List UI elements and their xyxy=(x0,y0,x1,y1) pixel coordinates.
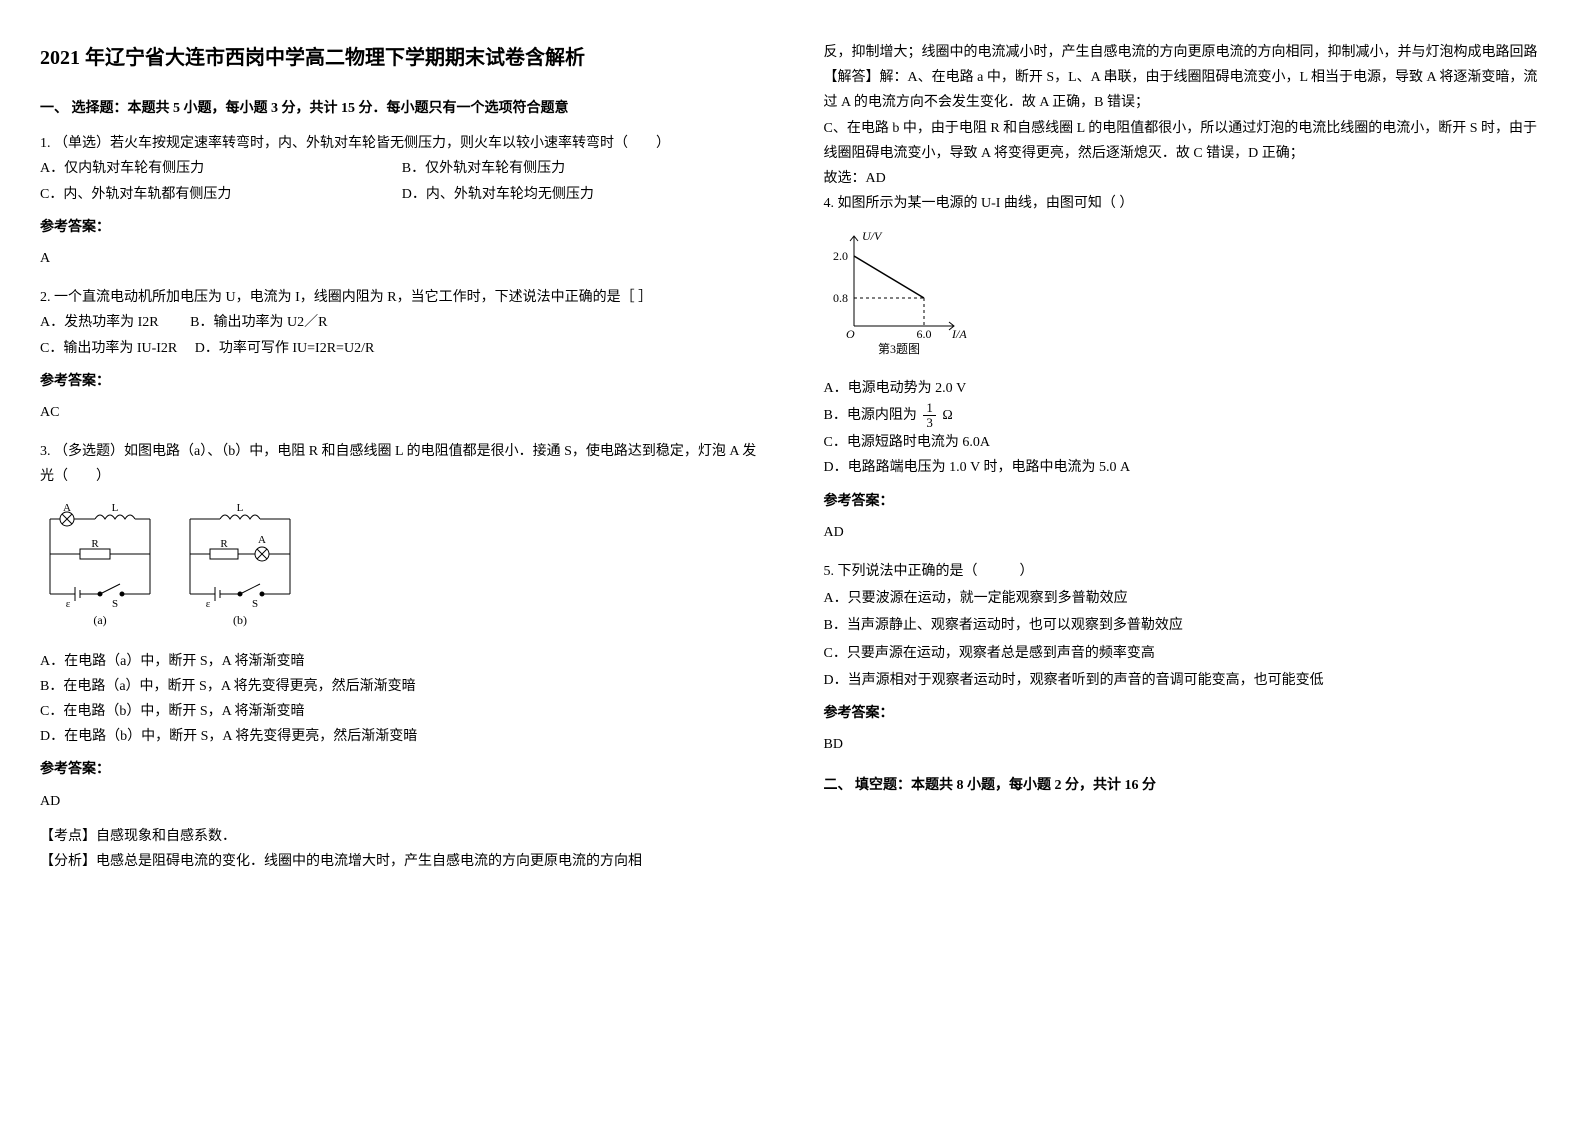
q5-stem: 5. 下列说法中正确的是（ ） xyxy=(824,559,1548,584)
q4-optA: A．电源电动势为 2.0 V xyxy=(824,376,1548,401)
q1-answer: A xyxy=(40,246,764,271)
graph-x6: 6.0 xyxy=(916,327,931,341)
q2-row2: C．输出功率为 IU-I2R D．功率可写作 IU=I2R=U2/R xyxy=(40,336,764,361)
section1-header: 一、 选择题：本题共 5 小题，每小题 3 分，共计 15 分．每小题只有一个选… xyxy=(40,96,764,121)
label-eps-b: ε xyxy=(206,598,211,610)
q1-optC: C．内、外轨对车轨都有侧压力 xyxy=(40,182,402,207)
q1-optD: D．内、外轨对车轮均无侧压力 xyxy=(402,182,764,207)
q2-stem: 2. 一个直流电动机所加电压为 U，电流为 I，线圈内阻为 R，当它工作时，下述… xyxy=(40,285,764,310)
q3-optA: A．在电路（a）中，断开 S，A 将渐渐变暗 xyxy=(40,649,764,674)
q1-answer-label: 参考答案： xyxy=(40,215,764,240)
q4-answer-label: 参考答案： xyxy=(824,489,1548,514)
q3-answer: AD xyxy=(40,789,764,814)
q3-kaodian: 【考点】自感现象和自感系数． xyxy=(40,824,764,849)
label-S-b: S xyxy=(252,598,258,610)
q4-optC: C．电源短路时电流为 6.0A xyxy=(824,430,1548,455)
graph-ylabel: U/V xyxy=(862,229,883,243)
label-A-a: A xyxy=(63,502,71,514)
circuit-diagram: A L R ε S (a) xyxy=(40,499,764,638)
label-eps-a: ε xyxy=(66,598,71,610)
question-2: 2. 一个直流电动机所加电压为 U，电流为 I，线圈内阻为 R，当它工作时，下述… xyxy=(40,285,764,425)
q2-optD: D．功率可写作 IU=I2R=U2/R xyxy=(195,341,375,356)
label-S-a: S xyxy=(112,598,118,610)
q3-optC: C．在电路（b）中，断开 S，A 将渐渐变暗 xyxy=(40,699,764,724)
q4-optD: D．电路路端电压为 1.0 V 时，电路中电流为 5.0 A xyxy=(824,455,1548,480)
page-container: 2021 年辽宁省大连市西岗中学高二物理下学期期末试卷含解析 一、 选择题：本题… xyxy=(40,40,1547,888)
q2-optC: C．输出功率为 IU-I2R xyxy=(40,341,177,356)
q5-answer-label: 参考答案： xyxy=(824,701,1548,726)
ui-graph: U/V I/A 2.0 0.8 6.0 O 第3题图 xyxy=(824,226,1548,365)
q4-stem: 4. 如图所示为某一电源的 U-I 曲线，由图可知（ ） xyxy=(824,191,1548,216)
q2-optA: A．发热功率为 I2R xyxy=(40,315,159,330)
label-b: (b) xyxy=(233,613,247,627)
graph-y08: 0.8 xyxy=(833,291,848,305)
q1-stem: 1. （单选）若火车按规定速率转弯时，内、外轨对车轮皆无侧压力，则火车以较小速率… xyxy=(40,131,764,156)
graph-origin: O xyxy=(846,327,855,341)
q2-answer: AC xyxy=(40,400,764,425)
question-3: 3. （多选题）如图电路（a）、（b）中，电阻 R 和自感线圈 L 的电阻值都是… xyxy=(40,439,764,874)
q4-optB: B．电源内阻为 1 3 Ω xyxy=(824,401,1548,431)
label-L-b: L xyxy=(237,502,244,514)
q3-fenxi: 【分析】电感总是阻碍电流的变化．线圈中的电流增大时，产生自感电流的方向更原电流的… xyxy=(40,849,764,874)
frac-num: 1 xyxy=(923,401,936,416)
left-column: 2021 年辽宁省大连市西岗中学高二物理下学期期末试卷含解析 一、 选择题：本题… xyxy=(40,40,764,888)
label-A-b: A xyxy=(258,534,266,546)
q3-optB: B．在电路（a）中，断开 S，A 将先变得更亮，然后渐渐变暗 xyxy=(40,674,764,699)
q2-answer-label: 参考答案： xyxy=(40,369,764,394)
ui-graph-svg: U/V I/A 2.0 0.8 6.0 O 第3题图 xyxy=(824,226,974,356)
question-4: 4. 如图所示为某一电源的 U-I 曲线，由图可知（ ） xyxy=(824,191,1548,545)
q1-optA: A．仅内轨对车轮有侧压力 xyxy=(40,156,402,181)
q3-optD: D．在电路（b）中，断开 S，A 将先变得更亮，然后渐渐变暗 xyxy=(40,724,764,749)
q3-jieda: 【解答】解：A、在电路 a 中，断开 S，L、A 串联，由于线圈阻碍电流变小，L… xyxy=(824,65,1548,115)
label-R-b: R xyxy=(220,538,228,550)
graph-caption: 第3题图 xyxy=(877,342,919,356)
question-5: 5. 下列说法中正确的是（ ） A．只要波源在运动，就一定能观察到多普勒效应 B… xyxy=(824,559,1548,757)
q3-answer-label: 参考答案： xyxy=(40,757,764,782)
question-1: 1. （单选）若火车按规定速率转弯时，内、外轨对车轮皆无侧压力，则火车以较小速率… xyxy=(40,131,764,271)
q3-fenxi2: 反，抑制增大；线圈中的电流减小时，产生自感电流的方向更原电流的方向相同，抑制减小… xyxy=(824,40,1548,65)
graph-y2: 2.0 xyxy=(833,249,848,263)
q1-options-row1: A．仅内轨对车轮有侧压力 B．仅外轨对车轮有侧压力 xyxy=(40,156,764,181)
q4-answer: AD xyxy=(824,520,1548,545)
q4-optB-pre: B．电源内阻为 xyxy=(824,408,917,423)
label-a: (a) xyxy=(93,613,106,627)
q3-jieda2: C、在电路 b 中，由于电阻 R 和自感线圈 L 的电阻值都很小，所以通过灯泡的… xyxy=(824,116,1548,166)
q2-row1: A．发热功率为 I2R B．输出功率为 U2／R xyxy=(40,310,764,335)
q5-answer: BD xyxy=(824,732,1548,757)
q5-optD: D．当声源相对于观察者运动时，观察者听到的声音的音调可能变高，也可能变低 xyxy=(824,668,1548,693)
q1-options-row2: C．内、外轨对车轨都有侧压力 D．内、外轨对车轮均无侧压力 xyxy=(40,182,764,207)
label-L-a: L xyxy=(112,502,119,514)
graph-xlabel: I/A xyxy=(951,327,967,341)
document-title: 2021 年辽宁省大连市西岗中学高二物理下学期期末试卷含解析 xyxy=(40,40,764,76)
section2-header: 二、 填空题：本题共 8 小题，每小题 2 分，共计 16 分 xyxy=(824,773,1548,798)
q5-optA: A．只要波源在运动，就一定能观察到多普勒效应 xyxy=(824,586,1548,611)
q3-jieda3: 故选：AD xyxy=(824,166,1548,191)
frac-den: 3 xyxy=(923,416,936,430)
q3-stem: 3. （多选题）如图电路（a）、（b）中，电阻 R 和自感线圈 L 的电阻值都是… xyxy=(40,439,764,489)
q2-optB: B．输出功率为 U2／R xyxy=(190,315,327,330)
q5-optC: C．只要声源在运动，观察者总是感到声音的频率变高 xyxy=(824,641,1548,666)
q5-optB: B．当声源静止、观察者运动时，也可以观察到多普勒效应 xyxy=(824,613,1548,638)
q4-optB-post: Ω xyxy=(942,408,952,423)
label-R-a: R xyxy=(91,538,99,550)
fraction-1-3: 1 3 xyxy=(923,401,936,431)
right-column: 反，抑制增大；线圈中的电流减小时，产生自感电流的方向更原电流的方向相同，抑制减小… xyxy=(824,40,1548,888)
q1-optB: B．仅外轨对车轮有侧压力 xyxy=(402,156,764,181)
circuit-svg: A L R ε S (a) xyxy=(40,499,300,629)
